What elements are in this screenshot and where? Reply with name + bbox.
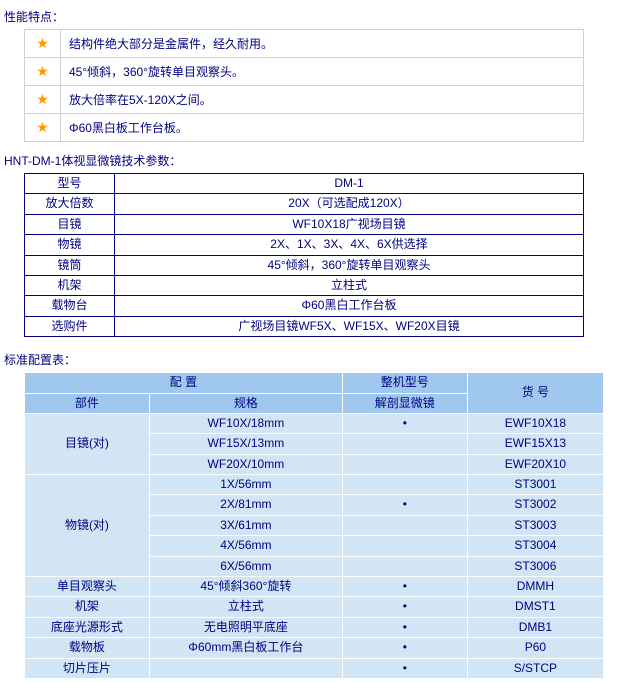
config-dot xyxy=(342,515,467,535)
config-bujian: 物镜(对) xyxy=(25,475,150,577)
features-table: ★结构件绝大部分是金属件，经久耐用。★45°倾斜，360°旋转单目观察头。★放大… xyxy=(24,29,584,142)
spec-value: 广视场目镜WF5X、WF15X、WF20X目镜 xyxy=(115,316,584,336)
config-guige: WF10X/18mm xyxy=(149,413,342,433)
config-huohao: ST3004 xyxy=(467,536,603,556)
config-bujian: 机架 xyxy=(25,597,150,617)
feature-text: 放大倍率在5X-120X之间。 xyxy=(61,86,584,114)
config-guige: 无电照明平底座 xyxy=(149,617,342,637)
star-icon: ★ xyxy=(25,86,61,114)
config-dot: • xyxy=(342,617,467,637)
config-dot: • xyxy=(342,577,467,597)
config-huohao: DMMH xyxy=(467,577,603,597)
config-guige: 立柱式 xyxy=(149,597,342,617)
config-dot: • xyxy=(342,658,467,678)
spec-label: 型号 xyxy=(25,174,115,194)
config-guige xyxy=(149,658,342,678)
star-icon: ★ xyxy=(25,114,61,142)
config-dot xyxy=(342,475,467,495)
config-huohao: DMST1 xyxy=(467,597,603,617)
config-huohao: EWF20X10 xyxy=(467,454,603,474)
config-header-huohao: 货 号 xyxy=(467,373,603,414)
spec-label: 物镜 xyxy=(25,235,115,255)
config-bujian: 切片压片 xyxy=(25,658,150,678)
spec-label: 镜筒 xyxy=(25,255,115,275)
config-dot: • xyxy=(342,413,467,433)
spec-value: 立柱式 xyxy=(115,275,584,295)
config-guige: WF20X/10mm xyxy=(149,454,342,474)
spec-label: 机架 xyxy=(25,275,115,295)
config-dot xyxy=(342,434,467,454)
config-dot: • xyxy=(342,495,467,515)
spec-label: 放大倍数 xyxy=(25,194,115,214)
config-huohao: ST3001 xyxy=(467,475,603,495)
config-header-guige: 规格 xyxy=(149,393,342,413)
config-huohao: EWF15X13 xyxy=(467,434,603,454)
spec-title: HNT-DM-1体视显微镜技术参数： xyxy=(4,152,625,169)
config-huohao: EWF10X18 xyxy=(467,413,603,433)
config-header-peizhi: 配 置 xyxy=(25,373,343,393)
star-icon: ★ xyxy=(25,58,61,86)
spec-label: 载物台 xyxy=(25,296,115,316)
config-header-bujian: 部件 xyxy=(25,393,150,413)
spec-value: 2X、1X、3X、4X、6X供选择 xyxy=(115,235,584,255)
spec-label: 选购件 xyxy=(25,316,115,336)
config-huohao: DMB1 xyxy=(467,617,603,637)
config-guige: Φ60mm黑白板工作台 xyxy=(149,638,342,658)
config-guige: 45°倾斜360°旋转 xyxy=(149,577,342,597)
config-dot xyxy=(342,556,467,576)
spec-value: 45°倾斜，360°旋转单目观察头 xyxy=(115,255,584,275)
config-guige: 6X/56mm xyxy=(149,556,342,576)
spec-table: 型号DM-1放大倍数20X（可选配成120X）目镜WF10X18广视场目镜物镜2… xyxy=(24,173,584,337)
config-title: 标准配置表： xyxy=(4,351,625,368)
config-table: 配 置整机型号货 号部件规格解剖显微镜目镜(对)WF10X/18mm•EWF10… xyxy=(24,372,604,679)
config-bujian: 底座光源形式 xyxy=(25,617,150,637)
feature-text: 结构件绝大部分是金属件，经久耐用。 xyxy=(61,30,584,58)
spec-value: Φ60黑白工作台板 xyxy=(115,296,584,316)
config-huohao: S/STCP xyxy=(467,658,603,678)
spec-value: WF10X18广视场目镜 xyxy=(115,214,584,234)
spec-value: DM-1 xyxy=(115,174,584,194)
config-bujian: 单目观察头 xyxy=(25,577,150,597)
feature-text: 45°倾斜，360°旋转单目观察头。 xyxy=(61,58,584,86)
star-icon: ★ xyxy=(25,30,61,58)
config-guige: 1X/56mm xyxy=(149,475,342,495)
config-header-jiepou: 解剖显微镜 xyxy=(342,393,467,413)
config-huohao: P60 xyxy=(467,638,603,658)
config-guige: 2X/81mm xyxy=(149,495,342,515)
spec-label: 目镜 xyxy=(25,214,115,234)
features-title: 性能特点： xyxy=(4,8,625,25)
config-huohao: ST3003 xyxy=(467,515,603,535)
feature-text: Φ60黑白板工作台板。 xyxy=(61,114,584,142)
config-dot: • xyxy=(342,638,467,658)
config-guige: WF15X/13mm xyxy=(149,434,342,454)
config-huohao: ST3006 xyxy=(467,556,603,576)
config-dot: • xyxy=(342,597,467,617)
config-huohao: ST3002 xyxy=(467,495,603,515)
config-dot xyxy=(342,454,467,474)
config-bujian: 目镜(对) xyxy=(25,413,150,474)
config-guige: 4X/56mm xyxy=(149,536,342,556)
config-header-zhengji: 整机型号 xyxy=(342,373,467,393)
spec-value: 20X（可选配成120X） xyxy=(115,194,584,214)
config-bujian: 载物板 xyxy=(25,638,150,658)
config-guige: 3X/61mm xyxy=(149,515,342,535)
config-dot xyxy=(342,536,467,556)
